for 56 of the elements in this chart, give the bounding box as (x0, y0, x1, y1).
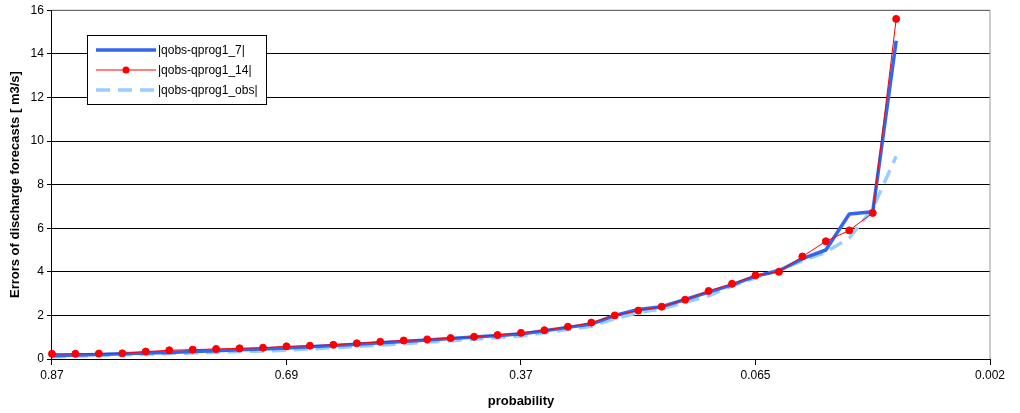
y-tick-label: 8 (37, 176, 45, 191)
y-tick-label: 4 (37, 264, 45, 279)
point (610, 311, 619, 320)
point (845, 226, 854, 235)
x-tick-label: 0.87 (40, 367, 64, 382)
point (94, 349, 103, 358)
point (657, 302, 666, 311)
point (47, 349, 56, 358)
y-tick-label: 10 (30, 133, 45, 148)
point (704, 286, 713, 295)
point (587, 318, 596, 327)
point (821, 237, 830, 246)
point (798, 252, 807, 261)
point (188, 345, 197, 354)
point (892, 14, 901, 23)
y-axis-title: Errors of discharge forecasts [ m3/s] (7, 71, 23, 299)
point (446, 334, 455, 343)
point (212, 344, 221, 353)
x-tick-label: 0.37 (509, 367, 533, 382)
point (493, 331, 502, 340)
point (516, 328, 525, 337)
point (399, 336, 408, 345)
x-tick-label: 0.065 (740, 367, 771, 382)
y-tick-label: 2 (37, 307, 45, 322)
x-tick-label: 0.002 (974, 367, 1006, 382)
point (751, 271, 760, 280)
point (305, 341, 314, 350)
point (235, 344, 244, 353)
point (470, 332, 479, 341)
point (376, 337, 385, 346)
point (728, 279, 737, 288)
y-tick-label: 12 (30, 89, 45, 104)
y-tick-label: 0 (37, 351, 45, 366)
point (165, 346, 174, 355)
point (118, 349, 127, 358)
x-tick-label: 0.69 (274, 367, 299, 382)
legend-label: |qobs-qprog1_obs| (157, 82, 258, 100)
point (259, 343, 268, 352)
legend-label: |qobs-qprog1_14| (157, 62, 252, 80)
point (141, 347, 150, 356)
point (282, 342, 291, 351)
point (423, 335, 432, 344)
point (868, 208, 877, 217)
point (540, 326, 549, 335)
y-tick-label: 14 (30, 46, 45, 61)
legend-label: |qobs-qprog1_7| (157, 42, 245, 60)
point (634, 306, 643, 315)
x-axis-title: probability (487, 392, 555, 408)
point (329, 340, 338, 349)
point (774, 267, 783, 276)
point (71, 349, 80, 358)
point (563, 322, 572, 331)
y-tick-label: 6 (37, 220, 45, 235)
point (681, 295, 690, 304)
y-tick-label: 16 (30, 2, 45, 17)
point (352, 339, 361, 348)
